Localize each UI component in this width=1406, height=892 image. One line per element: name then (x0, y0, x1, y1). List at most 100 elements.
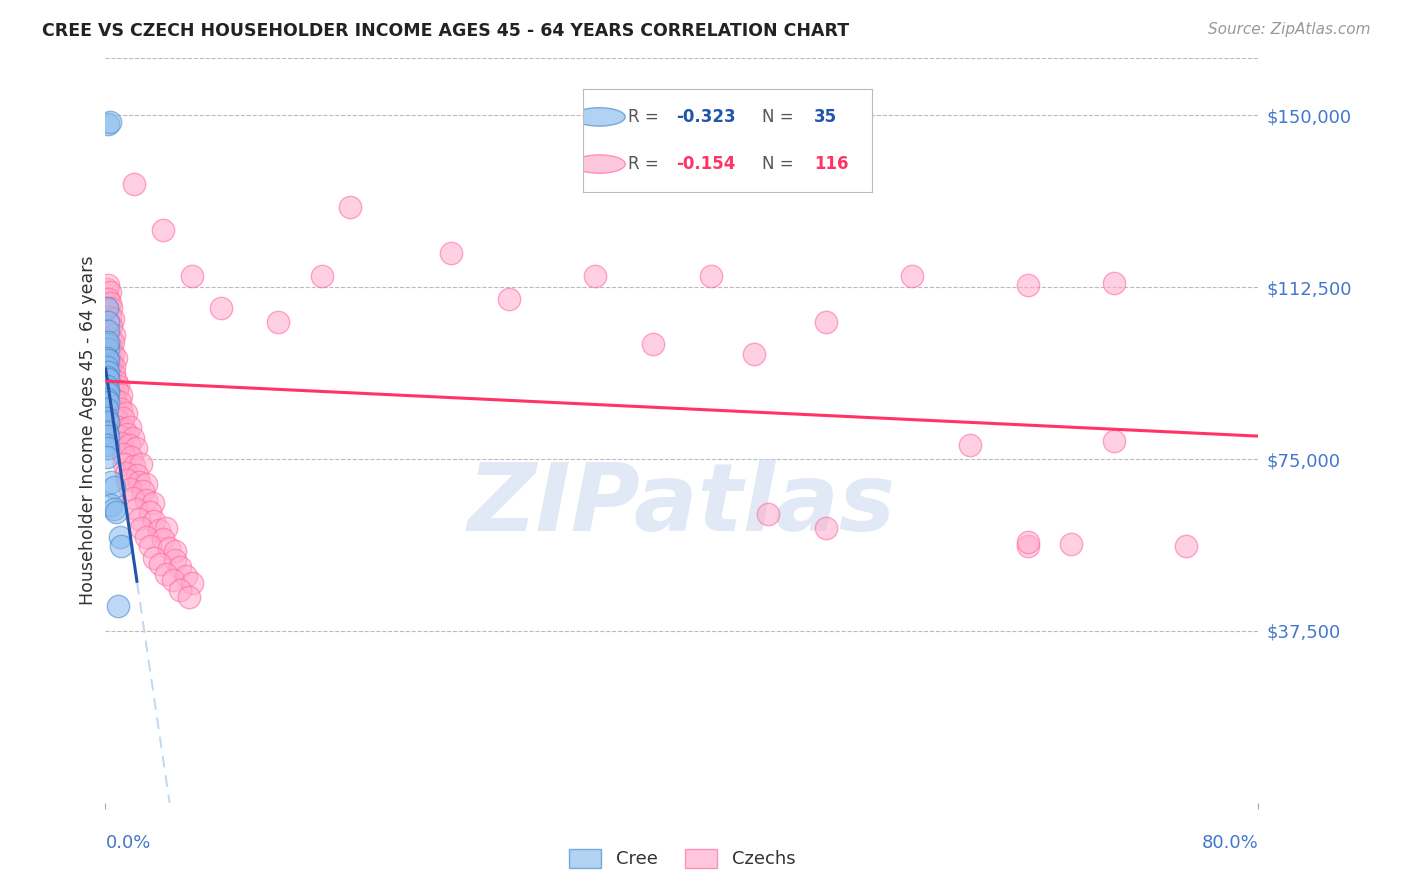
Point (1017, 534, 1039, 549)
Point (1060, 537, 1083, 551)
Text: -0.154: -0.154 (676, 155, 735, 173)
Point (104, 374, 127, 388)
Point (132, 484, 155, 499)
Point (97, 441, 120, 455)
Point (108, 429, 131, 443)
Point (97, 353, 120, 368)
Point (585, 268, 607, 283)
Point (135, 530, 157, 544)
Point (103, 360, 125, 375)
Point (100, 376, 122, 391)
Point (97, 335, 120, 350)
Point (110, 401, 132, 416)
Point (267, 314, 290, 328)
Point (115, 426, 138, 441)
Point (124, 177, 146, 191)
Text: R =: R = (628, 155, 659, 173)
Point (440, 245, 463, 260)
Point (98, 296, 121, 310)
Point (97, 394, 120, 409)
Point (959, 438, 981, 452)
Point (114, 406, 136, 420)
Point (97, 292, 120, 306)
Point (97, 324, 120, 338)
Point (177, 590, 200, 604)
Point (131, 521, 153, 535)
Point (107, 599, 129, 613)
Point (169, 582, 191, 597)
Point (96, 301, 118, 315)
Point (152, 223, 174, 237)
Point (1017, 277, 1039, 292)
Point (96, 410, 118, 425)
Point (96, 378, 118, 392)
Point (180, 575, 204, 590)
Point (1102, 434, 1125, 448)
Point (135, 493, 157, 508)
Point (142, 495, 165, 509)
Point (498, 292, 520, 306)
Point (118, 482, 141, 496)
Point (131, 457, 153, 471)
Point (163, 543, 186, 558)
Point (128, 475, 150, 489)
Point (111, 410, 134, 425)
Text: 35: 35 (814, 108, 837, 126)
Point (209, 301, 232, 315)
Point (114, 466, 136, 480)
Point (101, 335, 124, 350)
Point (152, 533, 174, 547)
Point (97, 314, 120, 328)
Point (97, 324, 120, 338)
Point (143, 514, 166, 528)
Point (163, 553, 186, 567)
Point (96, 425, 118, 439)
Text: N =: N = (762, 155, 794, 173)
Point (96, 351, 118, 366)
Point (155, 566, 177, 581)
Point (101, 346, 124, 360)
Point (124, 458, 146, 473)
Point (108, 530, 131, 544)
Point (135, 477, 157, 491)
Point (125, 441, 148, 455)
Point (96, 369, 118, 384)
Point (311, 268, 333, 283)
Point (97, 342, 120, 356)
Point (98, 285, 121, 299)
Point (97, 429, 120, 443)
Text: 116: 116 (814, 155, 849, 173)
Text: N =: N = (762, 108, 794, 126)
Point (139, 539, 162, 553)
Point (100, 319, 122, 334)
Text: -0.323: -0.323 (676, 108, 735, 126)
Point (100, 340, 122, 354)
Point (700, 268, 723, 283)
Legend: Cree, Czechs: Cree, Czechs (561, 842, 803, 876)
Point (121, 491, 143, 505)
Point (104, 404, 127, 418)
Point (174, 569, 197, 583)
Point (103, 368, 125, 382)
Point (97, 337, 120, 351)
Point (901, 268, 924, 283)
Point (1017, 539, 1039, 553)
Point (148, 523, 170, 537)
Point (117, 438, 139, 452)
Text: Source: ZipAtlas.com: Source: ZipAtlas.com (1208, 22, 1371, 37)
Circle shape (574, 108, 626, 126)
Point (105, 413, 128, 427)
Text: R =: R = (628, 108, 659, 126)
Point (121, 431, 143, 445)
Text: 80.0%: 80.0% (1202, 834, 1258, 852)
Circle shape (574, 155, 626, 173)
Point (98, 349, 121, 363)
Point (97, 416, 120, 430)
Point (815, 314, 838, 328)
Point (107, 420, 129, 434)
Point (100, 301, 122, 315)
Text: ZIPatlas: ZIPatlas (468, 458, 896, 551)
Point (162, 574, 184, 588)
Point (101, 385, 124, 400)
Point (103, 328, 125, 343)
